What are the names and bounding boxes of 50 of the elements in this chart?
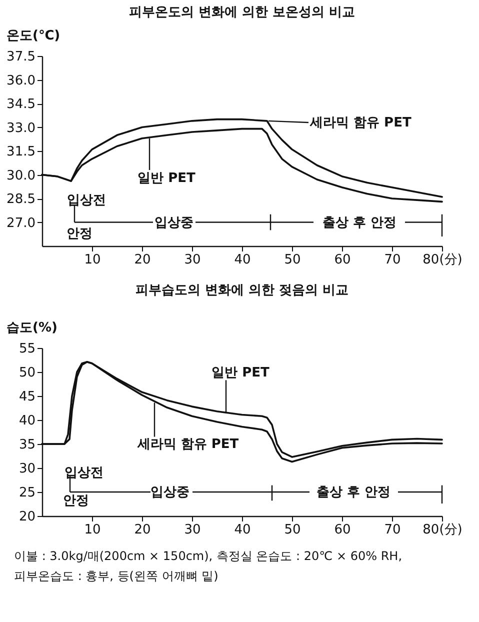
x-tick-label: 70 (384, 252, 401, 268)
x-tick-label: 20 (134, 252, 151, 268)
annotation: 입상중 (154, 215, 194, 230)
legend-label: 세라믹 함유 PET (309, 116, 412, 130)
x-tick-label: 30 (184, 522, 201, 538)
x-tick-label: 50 (284, 252, 301, 268)
chart-title: 피부습도의 변화에 의한 젖음의 비교 (135, 283, 349, 298)
x-tick-label: 80(分) (422, 522, 462, 538)
y-tick-label: 35 (18, 438, 36, 452)
annotation: 안정 (63, 494, 89, 509)
y-tick-label: 20 (18, 510, 36, 524)
chart-title: 피부온도의 변화에 의한 보온성의 비교 (128, 5, 356, 20)
x-tick-label: 60 (334, 522, 351, 538)
y-tick-label: 37.5 (6, 50, 36, 64)
annotation: 출상 후 안정 (316, 485, 391, 500)
annotation: 안정 (66, 226, 92, 242)
series-label: 세라믹 함유 PET (136, 437, 239, 452)
annotation: 입상중 (150, 485, 190, 500)
x-tick-label: 80(分) (422, 252, 462, 268)
text: 일반 PET (212, 365, 270, 380)
x-tick-label: 20 (134, 522, 151, 538)
y-tick-label: 31.5 (6, 144, 36, 160)
y-axis-title: 온도(℃) (6, 28, 60, 44)
text: 피부온습도 : 흉부, 등(왼쪽 어깨뼈 밑) (14, 569, 218, 583)
y-tick-label: 55 (18, 342, 36, 356)
y-tick-label: 45 (18, 390, 36, 404)
x-tick-label: 40 (234, 522, 251, 538)
y-tick-label: 25 (18, 486, 36, 500)
annotation: 출상 후 안정 (322, 215, 397, 230)
y-tick-label: 30.0 (6, 168, 36, 184)
y-tick-label: 33.0 (6, 120, 36, 136)
y-axis-title: 습도(%) (6, 320, 58, 336)
y-tick-label: 30 (18, 462, 36, 476)
x-tick-label: 10 (84, 252, 101, 268)
y-tick-label: 50 (18, 366, 36, 380)
x-tick-label: 70 (384, 522, 401, 538)
text: 일반 PET (138, 170, 196, 186)
y-tick-label: 27.0 (6, 216, 36, 231)
annotation: 입상전 (64, 465, 104, 480)
annotation: 입상전 (67, 193, 106, 208)
x-tick-label: 30 (184, 252, 201, 268)
y-tick-label: 34.5 (6, 97, 36, 112)
x-tick-label: 10 (84, 522, 101, 538)
y-tick-label: 40 (18, 414, 36, 428)
text: 이불 : 3.0kg/매(200cm × 150cm), 측정실 온습도 : 20℃ × 60% RH, (14, 549, 402, 563)
y-tick-label: 28.5 (6, 192, 36, 207)
y-tick-label: 36.0 (6, 73, 36, 88)
x-tick-label: 60 (334, 252, 351, 268)
x-tick-label: 50 (284, 522, 301, 538)
x-tick-label: 40 (234, 252, 251, 268)
